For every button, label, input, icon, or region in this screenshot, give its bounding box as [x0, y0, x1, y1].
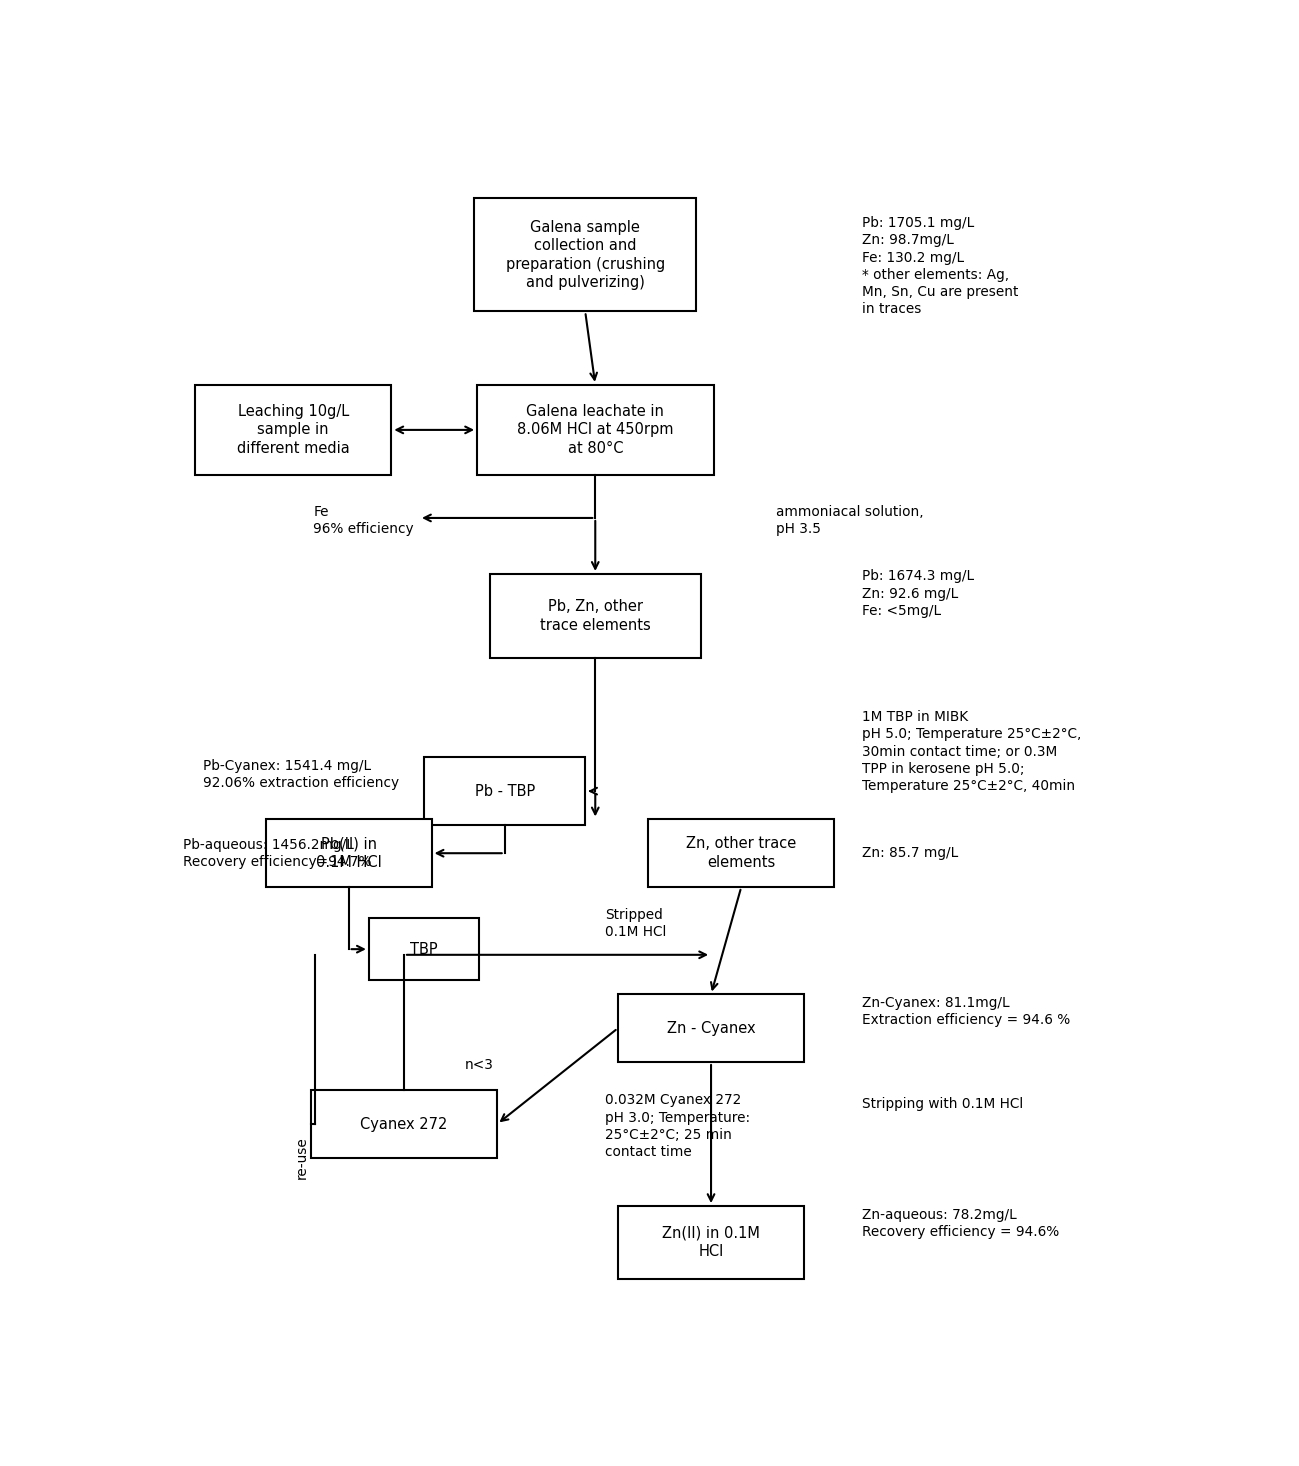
- FancyBboxPatch shape: [648, 819, 834, 887]
- Text: Pb-Cyanex: 1541.4 mg/L
92.06% extraction efficiency: Pb-Cyanex: 1541.4 mg/L 92.06% extraction…: [203, 758, 399, 790]
- FancyBboxPatch shape: [265, 819, 431, 887]
- Text: Zn, other trace
elements: Zn, other trace elements: [686, 837, 796, 869]
- Text: Galena leachate in
8.06M HCl at 450rpm
at 80°C: Galena leachate in 8.06M HCl at 450rpm a…: [517, 403, 673, 456]
- Text: 1M TBP in MIBK
pH 5.0; Temperature 25°C±2°C,
30min contact time; or 0.3M
TPP in : 1M TBP in MIBK pH 5.0; Temperature 25°C±…: [863, 710, 1082, 793]
- Text: Pb - TBP: Pb - TBP: [474, 784, 535, 799]
- Text: Zn: 85.7 mg/L: Zn: 85.7 mg/L: [863, 846, 959, 861]
- Text: re-use: re-use: [295, 1136, 308, 1179]
- FancyBboxPatch shape: [195, 384, 391, 475]
- FancyBboxPatch shape: [618, 1207, 804, 1280]
- FancyBboxPatch shape: [490, 573, 701, 658]
- FancyBboxPatch shape: [310, 1091, 498, 1158]
- Text: 0.032M Cyanex 272
pH 3.0; Temperature:
25°C±2°C; 25 min
contact time: 0.032M Cyanex 272 pH 3.0; Temperature: 2…: [605, 1094, 751, 1160]
- Text: Zn-aqueous: 78.2mg/L
Recovery efficiency = 94.6%: Zn-aqueous: 78.2mg/L Recovery efficiency…: [863, 1208, 1059, 1239]
- Text: TBP: TBP: [410, 941, 438, 957]
- Text: Galena sample
collection and
preparation (crushing
and pulverizing): Galena sample collection and preparation…: [505, 220, 665, 290]
- Text: n<3: n<3: [465, 1058, 494, 1073]
- Text: Stripping with 0.1M HCl: Stripping with 0.1M HCl: [863, 1097, 1024, 1111]
- Text: Pb(II) in
0.1M HCl: Pb(II) in 0.1M HCl: [316, 837, 382, 869]
- Text: Fe
96% efficiency: Fe 96% efficiency: [313, 504, 414, 537]
- Text: Cyanex 272: Cyanex 272: [360, 1117, 448, 1132]
- FancyBboxPatch shape: [477, 384, 713, 475]
- Text: Pb: 1705.1 mg/L
Zn: 98.7mg/L
Fe: 130.2 mg/L
* other elements: Ag,
Mn, Sn, Cu are: Pb: 1705.1 mg/L Zn: 98.7mg/L Fe: 130.2 m…: [863, 216, 1018, 317]
- Text: Zn(II) in 0.1M
HCl: Zn(II) in 0.1M HCl: [662, 1226, 760, 1259]
- Text: Pb, Zn, other
trace elements: Pb, Zn, other trace elements: [540, 600, 651, 633]
- FancyBboxPatch shape: [423, 758, 586, 825]
- Text: Zn-Cyanex: 81.1mg/L
Extraction efficiency = 94.6 %: Zn-Cyanex: 81.1mg/L Extraction efficienc…: [863, 995, 1070, 1026]
- Text: Pb-aqueous: 1456.2mg/L
Recovery efficiency=94.7%: Pb-aqueous: 1456.2mg/L Recovery efficien…: [182, 837, 372, 869]
- Text: Zn - Cyanex: Zn - Cyanex: [666, 1020, 755, 1035]
- Text: Stripped
0.1M HCl: Stripped 0.1M HCl: [605, 907, 666, 938]
- FancyBboxPatch shape: [618, 994, 804, 1061]
- Text: Leaching 10g/L
sample in
different media: Leaching 10g/L sample in different media: [236, 403, 349, 456]
- FancyBboxPatch shape: [369, 918, 479, 981]
- Text: ammoniacal solution,
pH 3.5: ammoniacal solution, pH 3.5: [777, 504, 924, 537]
- Text: Pb: 1674.3 mg/L
Zn: 92.6 mg/L
Fe: <5mg/L: Pb: 1674.3 mg/L Zn: 92.6 mg/L Fe: <5mg/L: [863, 569, 974, 617]
- FancyBboxPatch shape: [474, 198, 696, 311]
